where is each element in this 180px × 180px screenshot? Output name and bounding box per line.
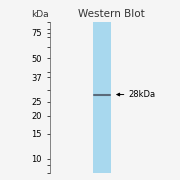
Title: Western Blot: Western Blot bbox=[78, 9, 145, 19]
Bar bbox=[93, 22, 111, 173]
Text: 28kDa: 28kDa bbox=[128, 90, 155, 99]
Text: kDa: kDa bbox=[31, 10, 49, 19]
